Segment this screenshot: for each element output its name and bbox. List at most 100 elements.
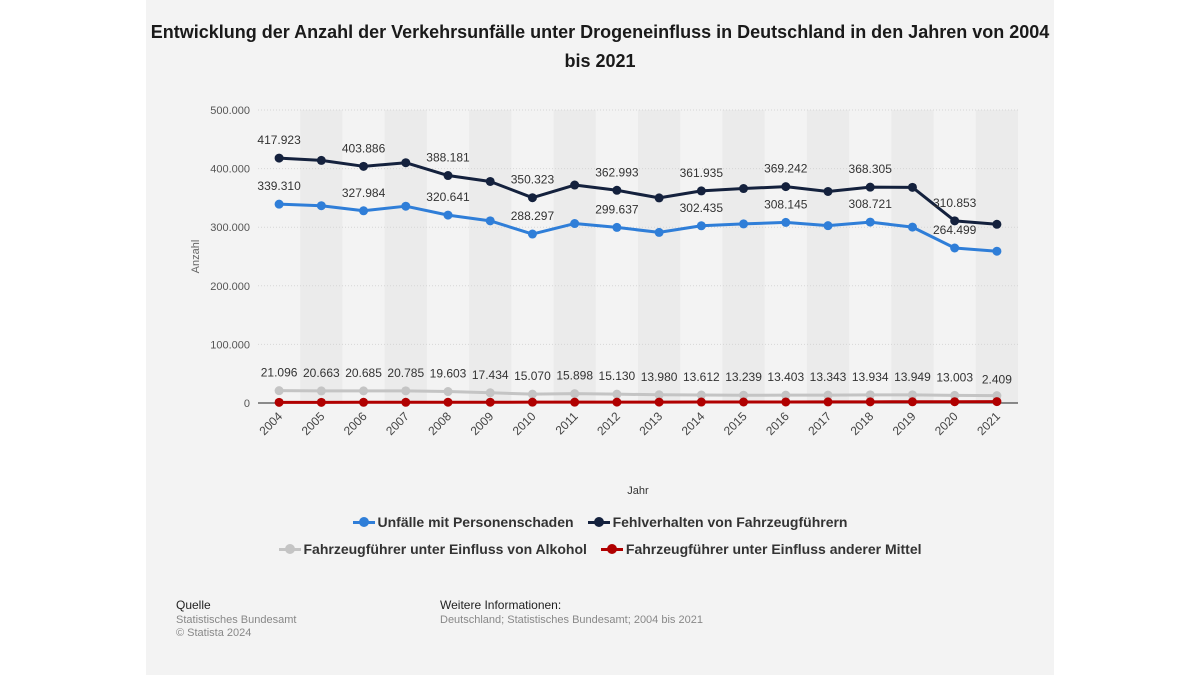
column-band xyxy=(975,110,1018,403)
data-point-s3 xyxy=(485,397,495,407)
column-band xyxy=(722,110,765,403)
data-point-s2 xyxy=(612,389,622,399)
legend-label: Fahrzeugführer unter Einfluss von Alkoho… xyxy=(303,541,587,557)
y-axis-title: Anzahl xyxy=(190,240,202,274)
x-tick-label: 2014 xyxy=(679,409,708,438)
data-label-s1: 403.886 xyxy=(342,141,386,155)
data-point-s2 xyxy=(907,390,917,400)
source-heading: Quelle xyxy=(176,598,211,612)
column-band xyxy=(300,110,343,403)
data-label-s2: 13.403 xyxy=(767,370,804,384)
x-tick-label: 2012 xyxy=(594,409,623,438)
data-point-s0 xyxy=(950,243,960,253)
data-label-s2: 21.096 xyxy=(261,366,298,380)
column-band xyxy=(553,110,596,403)
x-tick-label: 2020 xyxy=(932,409,961,438)
data-label-s2: 20.685 xyxy=(345,366,382,380)
data-point-s0 xyxy=(527,229,537,239)
data-point-s0 xyxy=(992,246,1002,256)
data-point-s3 xyxy=(527,397,537,407)
column-band xyxy=(638,110,681,403)
data-point-s3 xyxy=(950,397,960,407)
y-tick-label: 100.000 xyxy=(210,339,250,351)
data-point-s1 xyxy=(316,155,326,165)
x-tick-label: 2015 xyxy=(721,409,750,438)
data-point-s3 xyxy=(316,397,326,407)
data-label-s2: 20.663 xyxy=(303,366,340,380)
y-tick-label: 500.000 xyxy=(210,105,250,117)
data-point-s1 xyxy=(401,158,411,168)
data-point-s2 xyxy=(865,390,875,400)
data-point-s2 xyxy=(443,387,453,397)
data-label-s2: 17.434 xyxy=(472,368,509,382)
data-point-s3 xyxy=(274,397,284,407)
data-label-s0: 302.435 xyxy=(680,201,724,215)
data-point-s0 xyxy=(485,216,495,226)
data-label-s1: 368.305 xyxy=(849,162,893,176)
data-point-s2 xyxy=(823,390,833,400)
series-line-3 xyxy=(279,400,997,404)
data-point-s1 xyxy=(443,171,453,181)
x-tick-label: 2017 xyxy=(805,409,834,438)
x-tick-label: 2013 xyxy=(636,409,665,438)
data-point-s3 xyxy=(823,397,833,407)
data-point-s2 xyxy=(316,386,326,396)
legend-item-fehlverhalten[interactable]: Fehlverhalten von Fahrzeugführern xyxy=(587,514,848,530)
y-tick-label: 0 xyxy=(244,398,250,410)
data-point-s3 xyxy=(443,397,453,407)
x-tick-label: 2009 xyxy=(468,409,497,438)
legend-row-2: Fahrzeugführer unter Einfluss von Alkoho… xyxy=(146,541,1054,557)
x-tick-label: 2007 xyxy=(383,409,412,438)
x-tick-label: 2006 xyxy=(341,409,370,438)
data-point-s0 xyxy=(696,221,706,231)
data-point-s2 xyxy=(781,390,791,400)
data-point-s1 xyxy=(527,193,537,203)
data-label-s0: 308.721 xyxy=(849,197,893,211)
data-point-s0 xyxy=(654,227,664,237)
data-label-s0: 299.637 xyxy=(595,202,639,216)
data-point-s1 xyxy=(570,180,580,190)
legend-item-unfaelle[interactable]: Unfälle mit Personenschaden xyxy=(352,514,574,530)
legend-marker-icon xyxy=(352,516,375,528)
data-point-s3 xyxy=(570,397,580,407)
data-point-s0 xyxy=(739,219,749,229)
data-label-s1: 361.935 xyxy=(680,166,724,180)
data-label-s2: 13.980 xyxy=(641,370,678,384)
legend-item-andere-mittel[interactable]: Fahrzeugführer unter Einfluss anderer Mi… xyxy=(600,541,922,557)
data-label-s0: 327.984 xyxy=(342,186,386,200)
data-label-s2: 13.612 xyxy=(683,370,720,384)
data-point-s1 xyxy=(781,182,791,192)
x-tick-label: 2011 xyxy=(553,409,581,437)
data-point-s1 xyxy=(992,219,1002,229)
info-line: Deutschland; Statistisches Bundesamt; 20… xyxy=(440,614,703,626)
data-point-s2 xyxy=(739,390,749,400)
data-point-s0 xyxy=(316,201,326,211)
data-point-s3 xyxy=(359,397,369,407)
data-point-s3 xyxy=(696,397,706,407)
data-point-s1 xyxy=(654,193,664,203)
data-label-s2: 15.070 xyxy=(514,369,551,383)
y-tick-label: 200.000 xyxy=(210,281,250,293)
data-point-s0 xyxy=(865,217,875,227)
x-tick-label: 2008 xyxy=(425,409,454,438)
data-point-s0 xyxy=(823,221,833,231)
data-label-s1: 388.181 xyxy=(426,151,470,165)
data-label-s1: 310.853 xyxy=(933,196,977,210)
copyright-line: © Statista 2024 xyxy=(176,627,252,639)
data-point-s2 xyxy=(527,389,537,399)
data-label-s2: 15.898 xyxy=(556,369,593,383)
y-tick-label: 400.000 xyxy=(210,164,250,176)
data-point-s2 xyxy=(274,386,284,396)
data-point-s3 xyxy=(865,397,875,407)
data-label-s2: 20.785 xyxy=(387,366,424,380)
data-label-s0: 288.297 xyxy=(511,209,555,223)
data-point-s3 xyxy=(612,397,622,407)
x-tick-label: 2004 xyxy=(256,409,285,438)
data-point-s0 xyxy=(359,206,369,216)
x-tick-label: 2018 xyxy=(848,409,877,438)
legend-item-alkohol[interactable]: Fahrzeugführer unter Einfluss von Alkoho… xyxy=(278,541,587,557)
data-point-s0 xyxy=(274,199,284,209)
x-tick-label: 2021 xyxy=(974,409,1003,438)
data-label-s2: 13.934 xyxy=(852,370,889,384)
data-point-s2 xyxy=(654,390,664,400)
